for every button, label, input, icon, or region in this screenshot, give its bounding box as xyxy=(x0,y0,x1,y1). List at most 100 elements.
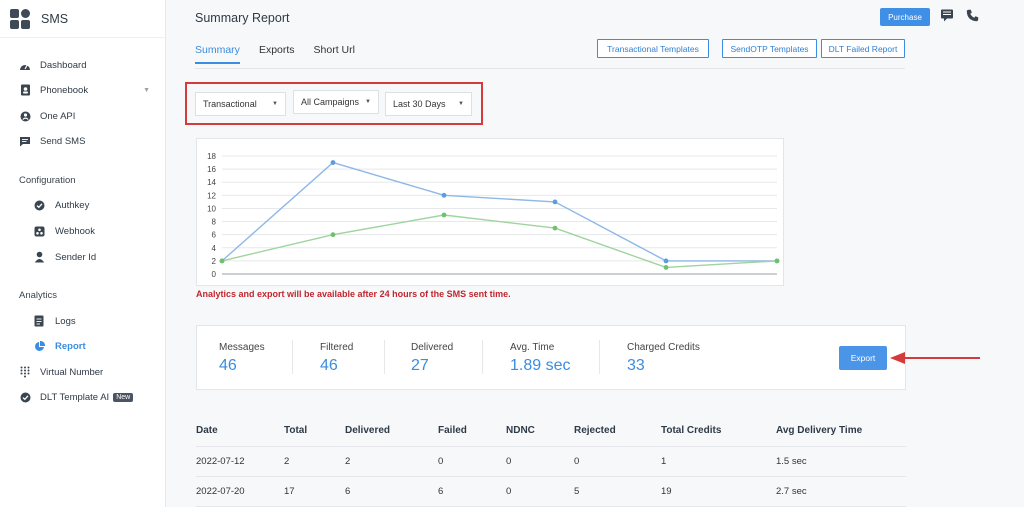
data-point xyxy=(330,160,336,165)
sidebar-item-logs[interactable]: Logs xyxy=(0,311,166,331)
sidebar-item-send-sms[interactable]: Send SMS xyxy=(0,131,166,151)
table-cell: 0 xyxy=(438,456,444,467)
table-cell: 6 xyxy=(438,486,444,497)
data-point xyxy=(552,225,558,231)
table-cell: 5 xyxy=(574,486,580,497)
stat-value: 27 xyxy=(411,357,429,374)
chevron-down-icon: ▼ xyxy=(365,99,371,105)
range-select[interactable]: Last 30 Days ▼ xyxy=(385,92,472,116)
sidebar-item-label: Virtual Number xyxy=(40,366,104,378)
brand[interactable]: SMS xyxy=(0,0,165,38)
stat-avg-time: Avg. Time 1.89 sec xyxy=(510,342,570,375)
table-cell: 2 xyxy=(284,456,290,467)
sidebar-item-report[interactable]: Report xyxy=(0,336,166,356)
dlt-failed-report-button[interactable]: DLT Failed Report xyxy=(821,39,905,58)
y-tick-label: 18 xyxy=(207,152,216,161)
new-badge: New xyxy=(113,392,134,402)
stat-label: Filtered xyxy=(320,342,354,353)
stat-messages: Messages 46 xyxy=(219,342,265,375)
sidebar-item-label: Report xyxy=(55,340,86,352)
table-cell: 17 xyxy=(284,486,295,497)
tab-exports[interactable]: Exports xyxy=(258,44,295,56)
tab-divider xyxy=(195,68,905,69)
table-cell: 0 xyxy=(506,486,512,497)
sidebar-item-authkey[interactable]: Authkey xyxy=(0,195,166,215)
export-button[interactable]: Export xyxy=(839,346,887,370)
y-tick-label: 6 xyxy=(212,231,217,240)
table-cell: 6 xyxy=(345,486,351,497)
tab-short-url[interactable]: Short Url xyxy=(313,44,355,56)
check-circle-icon xyxy=(32,199,46,211)
type-select[interactable]: Transactional ▼ xyxy=(195,92,286,116)
data-point xyxy=(552,199,558,205)
sidebar-item-virtual-number[interactable]: Virtual Number xyxy=(0,362,166,382)
table-row[interactable]: 2022-07-20 17 6 6 0 5 19 2.7 sec xyxy=(196,477,906,507)
stat-label: Delivered xyxy=(411,342,454,353)
table-cell: 0 xyxy=(506,456,512,467)
table-cell: 2022-07-12 xyxy=(196,456,245,467)
table-cell: 2 xyxy=(345,456,351,467)
table-header-row: Date Total Delivered Failed NDNC Rejecte… xyxy=(196,417,906,447)
purchase-button[interactable]: Purchase xyxy=(880,8,930,26)
data-point xyxy=(441,212,447,218)
sidebar-item-sender-id[interactable]: Sender Id xyxy=(0,247,166,267)
brand-logo-icon xyxy=(10,8,30,29)
dashboard-icon xyxy=(18,59,32,71)
data-point xyxy=(663,265,669,270)
stat-value: 46 xyxy=(219,357,237,374)
transactional-templates-button[interactable]: Transactional Templates xyxy=(597,39,709,58)
report-table: Date Total Delivered Failed NDNC Rejecte… xyxy=(196,417,906,507)
stat-label: Charged Credits xyxy=(627,342,700,353)
table-cell: 0 xyxy=(574,456,580,467)
chevron-down-icon[interactable]: ▼ xyxy=(143,86,150,94)
sidebar-item-webhook[interactable]: Webhook xyxy=(0,221,166,241)
api-icon xyxy=(18,110,32,122)
table-row[interactable]: 2022-07-12 2 2 0 0 0 1 1.5 sec xyxy=(196,447,906,477)
y-tick-label: 10 xyxy=(207,204,216,213)
brand-name: SMS xyxy=(41,11,69,26)
data-point xyxy=(219,258,225,264)
stat-label: Messages xyxy=(219,342,265,353)
sendotp-templates-button[interactable]: SendOTP Templates xyxy=(722,39,817,58)
sidebar-item-dlt-template-ai[interactable]: DLT Template AI New xyxy=(0,387,166,407)
sidebar: SMS Dashboard Phonebook ▼ One API Send S… xyxy=(0,0,166,507)
y-tick-label: 14 xyxy=(207,178,216,187)
sidebar-item-phonebook[interactable]: Phonebook ▼ xyxy=(0,80,166,100)
sidebar-item-label: Dashboard xyxy=(40,59,87,71)
sidebar-item-label: Webhook xyxy=(55,225,95,237)
type-select-value: Transactional xyxy=(203,99,257,109)
dialpad-icon xyxy=(18,366,32,378)
line-chart: 0 2 4 6 8 10 12 14 16 18 xyxy=(196,138,784,286)
stat-label: Avg. Time xyxy=(510,342,555,353)
y-tick-label: 2 xyxy=(212,257,217,266)
table-header-cell: NDNC xyxy=(506,425,535,436)
logs-icon xyxy=(32,315,46,327)
y-tick-label: 0 xyxy=(212,270,217,279)
campaign-select-value: All Campaigns xyxy=(301,97,360,107)
stat-delivered: Delivered 27 xyxy=(411,342,453,375)
tab-summary[interactable]: Summary xyxy=(195,44,240,64)
table-header-cell: Rejected xyxy=(574,425,616,436)
sidebar-item-label: Sender Id xyxy=(55,251,97,263)
data-point xyxy=(663,258,669,264)
table-cell: 1.5 sec xyxy=(776,456,807,467)
check-circle-icon xyxy=(18,391,32,403)
range-select-value: Last 30 Days xyxy=(393,99,446,109)
page-title: Summary Report xyxy=(195,11,290,25)
stat-value: 33 xyxy=(627,357,645,374)
y-tick-label: 8 xyxy=(212,218,217,227)
notes-icon[interactable] xyxy=(940,9,954,25)
stat-filtered: Filtered 46 xyxy=(320,342,353,375)
table-cell: 19 xyxy=(661,486,672,497)
chart-note: Analytics and export will be available a… xyxy=(196,289,511,299)
sidebar-item-one-api[interactable]: One API xyxy=(0,106,166,126)
phone-icon[interactable] xyxy=(966,9,979,25)
data-point xyxy=(441,192,447,198)
filter-highlight-box xyxy=(185,82,483,125)
table-cell: 2022-07-20 xyxy=(196,486,245,497)
stat-value: 46 xyxy=(320,357,338,374)
campaign-select[interactable]: All Campaigns ▼ xyxy=(293,90,379,114)
table-header-cell: Date xyxy=(196,425,218,436)
table-header-cell: Delivered xyxy=(345,425,391,436)
sidebar-item-dashboard[interactable]: Dashboard xyxy=(0,55,166,75)
